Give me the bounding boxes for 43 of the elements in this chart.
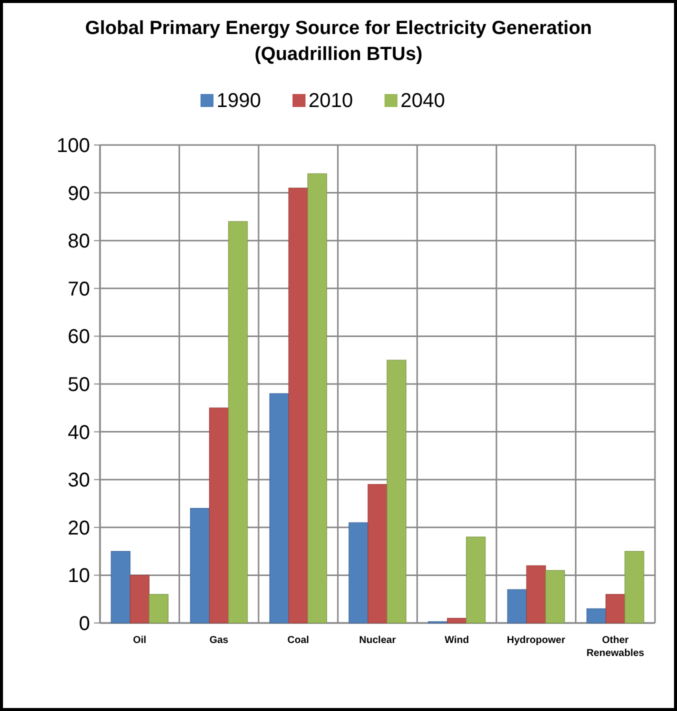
y-tick-label: 70 xyxy=(68,278,90,300)
bar xyxy=(288,188,308,624)
bar xyxy=(269,393,289,624)
y-tick-label: 0 xyxy=(78,613,90,635)
x-tick-label: Wind xyxy=(444,635,469,646)
y-tick-label: 10 xyxy=(68,565,90,588)
bar xyxy=(624,551,644,624)
bar xyxy=(368,484,388,624)
bar xyxy=(446,618,467,624)
bar xyxy=(209,408,229,624)
bar xyxy=(526,565,546,624)
y-tick-label: 50 xyxy=(68,374,90,396)
bar xyxy=(348,522,368,624)
bar xyxy=(606,594,626,624)
bar xyxy=(466,536,486,624)
chart-subtitle: (Quadrillion BTUs) xyxy=(254,44,422,65)
x-tick-label: Gas xyxy=(209,635,229,646)
bar xyxy=(386,360,406,624)
y-tick-label: 80 xyxy=(68,230,90,253)
y-tick-label: 90 xyxy=(68,182,90,205)
bar xyxy=(130,574,150,624)
legend-label: 2040 xyxy=(400,90,445,112)
y-tick-label: 60 xyxy=(68,326,90,348)
x-tick-label: Oil xyxy=(132,635,147,646)
y-tick-label: 100 xyxy=(56,135,90,157)
bar xyxy=(148,594,168,624)
bar xyxy=(545,570,565,624)
bar xyxy=(586,608,606,624)
bar xyxy=(110,551,130,624)
x-tick-label: Hydropower xyxy=(506,635,566,646)
bar xyxy=(307,173,328,624)
y-tick-label: 40 xyxy=(68,422,90,444)
bar xyxy=(507,589,527,624)
legend-label: 1990 xyxy=(216,90,261,112)
x-tick-label: Coal xyxy=(287,635,310,646)
x-tick-label: Nuclear xyxy=(359,635,396,646)
y-tick-label: 20 xyxy=(68,517,90,540)
chart-title: Global Primary Energy Source for Electricity Generation xyxy=(85,18,592,39)
legend-label: 2010 xyxy=(308,90,353,112)
bar xyxy=(190,508,210,624)
bar xyxy=(228,221,248,624)
y-tick-label: 30 xyxy=(68,470,90,492)
x-tick-label: Other Renewables xyxy=(586,635,645,659)
